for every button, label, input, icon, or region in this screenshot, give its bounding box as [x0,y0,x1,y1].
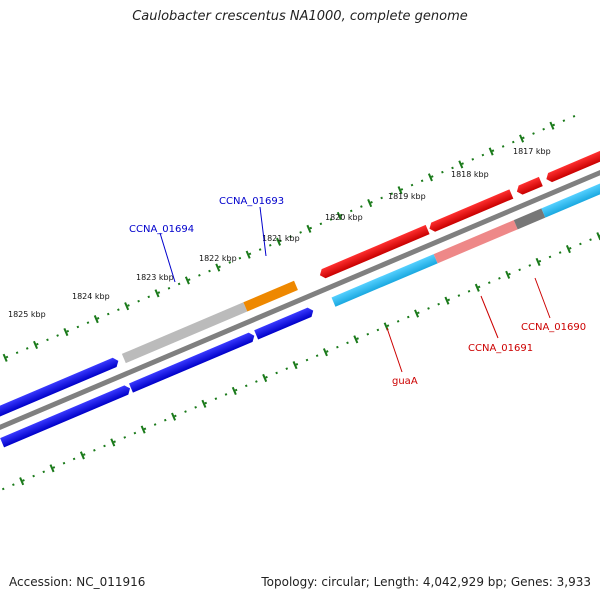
gene-red-forward-2[interactable] [427,189,514,233]
inner-scale-tick [444,296,450,305]
outer-scale-tick [306,224,312,233]
kbp-label-1824: 1824 kbp [72,292,110,301]
outer-scale-tick [336,211,342,221]
gene-guaA-cyan[interactable] [331,254,438,307]
genome-backbone [0,164,600,443]
map-title: Caulobacter crescentus NA1000, complete … [132,9,468,24]
outer-scale-tick [549,121,555,130]
inner-scale-tick [414,309,420,318]
inner-scale-line [0,223,600,499]
gene-red-forward-3[interactable] [515,176,543,196]
outer-scale-tick [397,186,403,195]
gene-label-ccna-01694[interactable]: CCNA_01694 [129,224,194,235]
kbp-label-1818: 1818 kbp [451,170,489,179]
kbp-label-1825: 1825 kbp [8,310,46,319]
gene-ccna-01694-gray[interactable] [121,302,248,364]
inner-scale-tick [79,451,85,460]
outer-scale-tick [2,353,8,362]
leader-ccna-01693 [259,206,267,257]
outer-scale-line [0,113,580,389]
gene-label-guaA[interactable]: guaA [392,376,418,387]
outer-scale-tick [215,263,221,272]
outer-scale-tick [488,147,494,156]
inner-scale-tick [110,438,116,447]
gene-blue-lower-1[interactable] [0,384,132,448]
accession-text: Accession: NC_011916 [9,575,146,589]
genome-summary-text: Topology: circular; Length: 4,042,929 bp… [261,575,591,589]
gene-guaA-forward[interactable] [318,224,430,280]
gene-red-forward-4[interactable] [544,148,600,184]
gene-blue-lower-2[interactable] [129,331,256,393]
inner-scale-tick [49,464,55,473]
outer-scale-tick [427,173,433,182]
kbp-label-1817: 1817 kbp [513,147,551,156]
inner-scale-tick [231,386,237,395]
gene-label-ccna-01693[interactable]: CCNA_01693 [219,196,284,207]
gene-blue-lower-3[interactable] [254,306,315,340]
inner-scale-tick [201,399,207,408]
inner-scale-tick [565,244,571,254]
outer-scale-tick [154,289,160,298]
outer-scale-tick [519,134,525,143]
leader-ccna-01694 [159,232,176,283]
gene-label-ccna-01691[interactable]: CCNA_01691 [468,343,533,354]
gene-cyan-lower-2[interactable] [541,176,600,218]
outer-scale-major-ticks [2,121,555,362]
inner-scale-major-ticks [19,232,600,486]
gene-ccna-01691-pink[interactable] [433,220,518,264]
inner-scale-tick [535,257,541,267]
kbp-label-1820: 1820 kbp [325,213,363,222]
inner-scale-tick [262,373,268,383]
outer-scale-tick [33,340,39,349]
outer-scale-tick [245,250,251,259]
inner-scale-tick [171,412,177,421]
gene-label-ccna-01690[interactable]: CCNA_01690 [521,322,586,333]
inner-scale-tick [322,348,328,357]
gene-ccna-01693-orange[interactable] [243,280,298,312]
kbp-label-1821: 1821 kbp [262,234,300,243]
outer-scale-tick [276,237,282,246]
outer-scale-tick [93,315,99,324]
inner-scale-tick [19,477,25,486]
outer-scale-tick [458,160,464,169]
inner-scale-tick [292,361,298,370]
leader-guaA [386,327,403,373]
outer-scale-tick [367,199,373,208]
inner-scale-tick [505,270,511,279]
inner-scale-tick [474,283,480,292]
inner-scale-tick [140,425,146,434]
outer-scale-tick [184,276,190,285]
leader-ccna-01691 [480,295,499,339]
inner-scale-tick [353,335,359,344]
gene-ccna-01690-darkgray[interactable] [513,208,546,230]
gene-blue-right-1[interactable] [0,356,120,420]
kbp-label-1823: 1823 kbp [136,273,174,282]
outer-scale-tick [63,327,69,337]
kbp-label-1822: 1822 kbp [199,254,237,263]
outer-scale-tick [124,302,130,311]
kbp-label-1819: 1819 kbp [388,192,426,201]
leader-ccna-01690 [534,277,551,319]
